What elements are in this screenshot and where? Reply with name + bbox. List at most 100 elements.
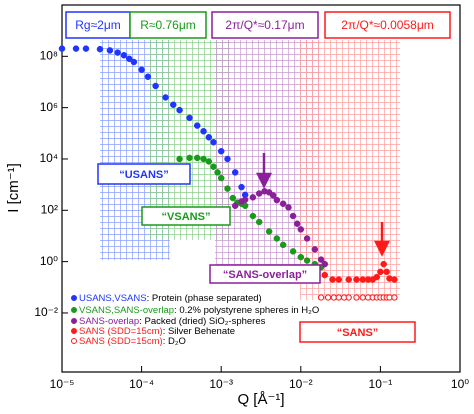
x-tick-label: 10⁻⁴: [129, 377, 154, 391]
annotation-box: [209, 264, 321, 284]
point: [249, 194, 257, 201]
point: [386, 294, 393, 301]
point: [238, 183, 245, 191]
x-axis-label: Q [Å⁻¹]: [237, 391, 284, 408]
legend-name: VSANS,SANS-overlap: [79, 305, 174, 316]
point: [255, 218, 263, 226]
legend-item: SANS-overlap: Packed (dried) SiO₂-sphere…: [79, 316, 266, 327]
point: [217, 147, 225, 155]
point: [273, 196, 281, 204]
x-tick-label: 10⁻³: [209, 377, 233, 391]
point: [391, 276, 398, 283]
annotation: 2π/Q*≈0.17μm: [225, 18, 304, 32]
point: [214, 169, 221, 176]
legend-name: SANS-overlap: [79, 316, 139, 327]
annotation-box: [129, 11, 207, 39]
point: [96, 45, 104, 53]
annotation: “VSANS”: [162, 211, 211, 223]
legend-name: SANS (SDD=15cm): [79, 326, 163, 337]
point: [373, 273, 381, 281]
point: [289, 212, 297, 220]
annotation-box: [65, 11, 131, 39]
point: [231, 169, 239, 176]
legend-marker: [71, 338, 77, 344]
legend-item: USANS,VSANS: Protein (phase separated): [79, 293, 262, 304]
legend-description: : D₂O: [163, 336, 186, 347]
annotation: 2π/Q*≈0.0058μm: [341, 18, 434, 32]
point: [162, 94, 169, 101]
point: [217, 174, 225, 182]
hatch-region: [300, 40, 400, 300]
legend-item: SANS (SDD=15cm): D₂O: [79, 336, 186, 347]
point: [205, 134, 213, 141]
x-tick-label: 10⁰: [451, 377, 469, 391]
point: [318, 294, 325, 301]
point: [321, 260, 329, 268]
point: [170, 101, 177, 108]
point: [176, 155, 183, 163]
arrow: [255, 153, 273, 189]
point: [152, 82, 159, 90]
annotation-box: [141, 206, 231, 226]
point: [311, 246, 319, 253]
point: [249, 212, 257, 220]
annotation: “SANS-overlap”: [223, 269, 307, 281]
point: [330, 294, 337, 301]
point: [359, 294, 366, 301]
point: [353, 294, 360, 301]
plot-frame: [61, 4, 461, 373]
legend-marker: [71, 328, 77, 334]
point: [303, 235, 311, 242]
legend-name: USANS,VSANS: [79, 293, 147, 304]
point: [293, 220, 301, 227]
y-axis-label: I [cm⁻¹]: [5, 163, 22, 213]
point: [324, 294, 332, 301]
legend-marker: [71, 295, 77, 301]
point: [285, 204, 292, 211]
point: [335, 294, 342, 301]
x-tick-label: 10⁻²: [289, 377, 313, 391]
point: [205, 158, 213, 165]
legend-marker: [71, 307, 77, 313]
point: [144, 73, 152, 80]
x-tick-label: 10⁻¹: [369, 377, 393, 391]
point: [380, 260, 387, 268]
point: [335, 276, 343, 283]
annotation: “SANS”: [337, 327, 379, 339]
annotation: “USANS”: [119, 169, 169, 181]
point: [200, 155, 207, 163]
point: [72, 45, 80, 52]
annotation-box: [97, 163, 191, 185]
point: [321, 271, 329, 279]
point: [138, 66, 145, 73]
point: [210, 163, 217, 170]
y-tick-label: 10⁸: [40, 48, 58, 62]
legend-description: : Packed (dried) SiO₂-spheres: [139, 316, 265, 327]
legend-description: : Protein (phase separated): [147, 293, 262, 304]
point: [224, 185, 231, 192]
point: [383, 268, 390, 276]
point: [241, 196, 249, 203]
point: [106, 47, 114, 54]
point: [329, 276, 336, 283]
legend-marker: [71, 318, 77, 324]
point: [210, 138, 217, 146]
point: [114, 49, 121, 56]
point: [186, 154, 193, 162]
point: [269, 192, 277, 199]
point: [391, 294, 398, 301]
legend-name: SANS (SDD=15cm): [79, 336, 163, 347]
point: [297, 253, 305, 261]
y-tick-label: 10⁰: [40, 254, 58, 268]
point: [229, 194, 237, 202]
point: [265, 228, 273, 235]
annotation-box: [324, 11, 451, 39]
point: [317, 256, 325, 263]
point: [353, 276, 360, 283]
point: [193, 122, 201, 129]
legend-description: : 0.2% polystyrene spheres in H₂O: [174, 305, 319, 316]
point: [176, 106, 183, 114]
point: [82, 45, 90, 52]
arrow: [373, 222, 391, 257]
